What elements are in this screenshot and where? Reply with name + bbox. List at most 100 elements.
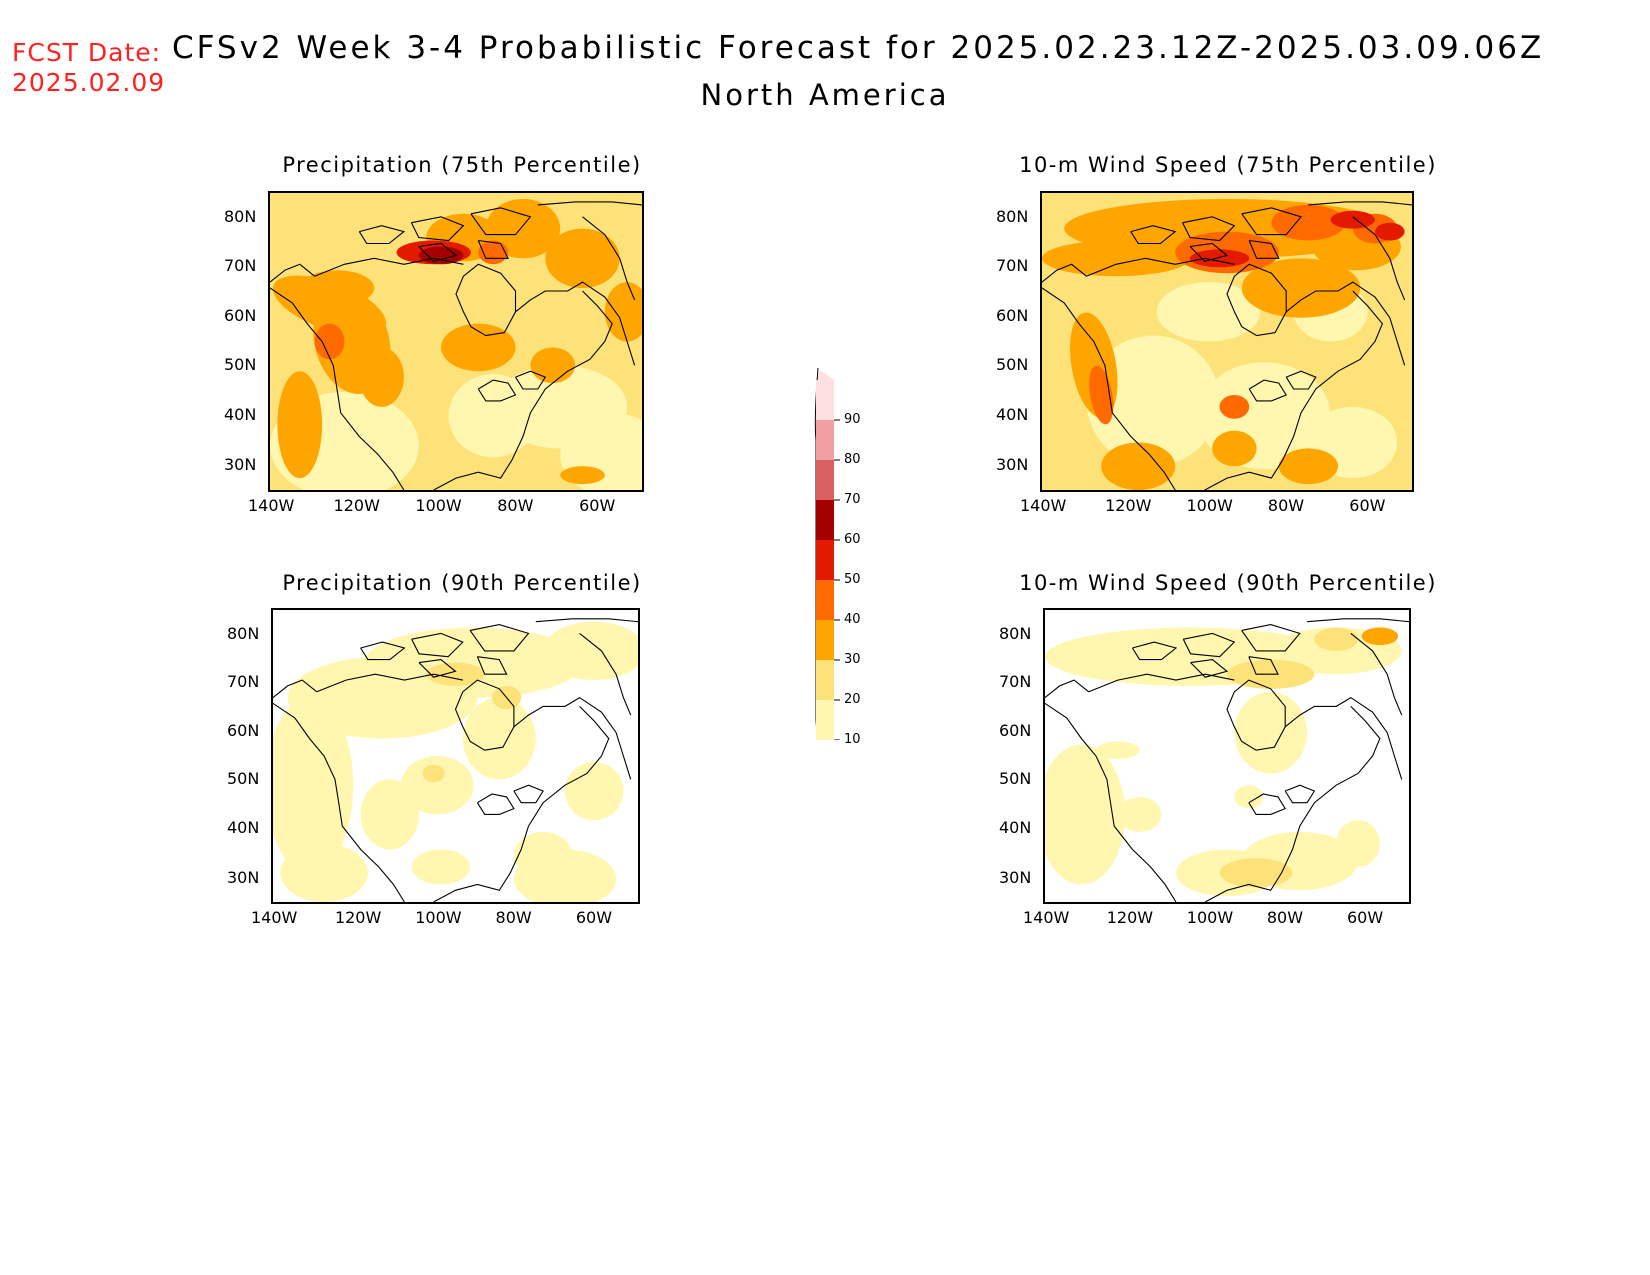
probability-contour — [1330, 210, 1375, 229]
lon-tick-label: 80W — [495, 908, 532, 927]
lon-tick-label: 140W — [1023, 908, 1070, 927]
lat-tick-label: 30N — [224, 455, 257, 475]
probability-contour — [1278, 448, 1338, 485]
colorbar-level-label: 70 — [844, 492, 861, 507]
probability-contour — [1042, 240, 1190, 277]
probability-contour — [1101, 442, 1176, 490]
colorbar-level-label: 40 — [844, 612, 861, 627]
panel-title-precip-75: Precipitation (75th Percentile) — [282, 153, 642, 177]
colorbar-level-label: 10 — [844, 732, 861, 747]
probability-contour — [422, 764, 445, 783]
probability-contour — [299, 270, 375, 306]
colorbar-level-label: 90 — [844, 412, 861, 427]
lat-tick-label: 80N — [999, 623, 1032, 643]
colorbar-swatch — [816, 660, 834, 700]
lon-tick-label: 80W — [497, 496, 534, 515]
lat-tick-label: 70N — [996, 256, 1029, 276]
probability-contour — [565, 761, 624, 821]
probability-contour — [400, 756, 474, 815]
colorbar-swatch — [816, 500, 834, 540]
probability-contour — [426, 662, 485, 686]
lon-tick-label: 60W — [575, 908, 613, 927]
lat-tick-label: 80N — [227, 623, 260, 643]
colorbar-swatch — [816, 420, 834, 460]
probability-contour — [1117, 796, 1162, 832]
map-canvas — [1042, 193, 1412, 490]
map-wind-90 — [1043, 608, 1411, 904]
colorbar-swatch — [816, 620, 834, 660]
lat-tick-label: 40N — [999, 818, 1032, 837]
lon-tick-label: 140W — [1020, 496, 1067, 515]
lat-tick-label: 50N — [996, 355, 1029, 375]
coastline — [1042, 201, 1412, 490]
probability-contour — [273, 697, 354, 873]
lon-tick-label: 100W — [1186, 908, 1234, 927]
lat-tick-label: 40N — [227, 818, 260, 837]
probability-contour — [1375, 222, 1405, 241]
lon-tick-label: 100W — [415, 908, 462, 927]
probability-contour — [462, 697, 536, 780]
lon-tick-label: 80W — [1267, 496, 1305, 515]
probability-contour — [277, 371, 323, 479]
map-precip-75 — [268, 191, 644, 492]
lat-tick-label: 30N — [227, 867, 260, 887]
probability-contour — [1095, 741, 1140, 759]
lat-tick-label: 60N — [996, 305, 1029, 325]
colorbar-level-label: 60 — [844, 532, 861, 547]
lat-tick-label: 40N — [996, 404, 1029, 424]
panel-title-precip-90: Precipitation (90th Percentile) — [282, 571, 642, 595]
probability-contour — [360, 779, 419, 850]
probability-contour — [1190, 249, 1250, 268]
lon-tick-label: 60W — [1346, 908, 1384, 927]
probability-contour — [1336, 820, 1380, 867]
lon-tick-label: 120W — [333, 496, 380, 515]
probability-contour — [1219, 394, 1250, 419]
probability-contour — [530, 347, 576, 384]
probability-contour — [441, 323, 516, 372]
map-precip-90 — [271, 608, 640, 904]
lon-tick-label: 120W — [1105, 496, 1152, 515]
probability-contour — [543, 621, 638, 681]
colorbar-level-label: 30 — [844, 652, 861, 667]
probability-contour — [1234, 691, 1308, 774]
lon-tick-label: 140W — [248, 496, 295, 515]
lon-tick-label: 100W — [1186, 496, 1233, 515]
coastline — [273, 618, 638, 902]
map-canvas — [270, 193, 642, 490]
lon-tick-label: 100W — [415, 496, 462, 515]
lat-tick-label: 40N — [224, 404, 257, 424]
fcst-label-text: FCST Date: — [12, 38, 162, 67]
panel-title-wind-90: 10-m Wind Speed (90th Percentile) — [1019, 571, 1437, 595]
colorbar-level-label: 20 — [844, 692, 861, 707]
lon-tick-label: 80W — [1266, 908, 1304, 927]
lat-tick-label: 60N — [999, 720, 1032, 740]
probability-contour — [513, 831, 573, 879]
probability-contour — [411, 849, 471, 885]
lon-tick-label: 60W — [579, 496, 616, 515]
forecast-date-label: FCST Date: 2025.02.09 — [12, 38, 165, 98]
probability-contour — [1361, 627, 1399, 646]
probability-contour — [1086, 335, 1220, 467]
probability-contour — [1156, 282, 1261, 342]
colorbar-swatch — [816, 380, 834, 420]
coastline — [1045, 618, 1409, 902]
probability-contour — [1045, 744, 1126, 885]
lat-tick-label: 70N — [999, 672, 1032, 691]
probability-contour — [545, 228, 620, 289]
colorbar-level-label: 50 — [844, 572, 861, 587]
lat-tick-label: 60N — [224, 305, 257, 325]
lat-tick-label: 30N — [996, 455, 1029, 475]
probability-contour — [359, 347, 404, 407]
colorbar-swatch — [816, 540, 834, 580]
probability-contour — [485, 198, 561, 259]
probability-contour — [314, 323, 345, 360]
probability-contour — [280, 843, 368, 902]
lat-tick-label: 50N — [224, 355, 257, 375]
lat-tick-label: 50N — [999, 769, 1032, 789]
probability-contour — [1234, 785, 1264, 809]
lat-tick-label: 30N — [999, 867, 1032, 887]
lat-tick-label: 80N — [996, 207, 1029, 227]
probability-contour — [448, 374, 538, 458]
fcst-date-value: 2025.02.09 — [12, 68, 166, 97]
lon-tick-label: 120W — [1106, 908, 1154, 927]
